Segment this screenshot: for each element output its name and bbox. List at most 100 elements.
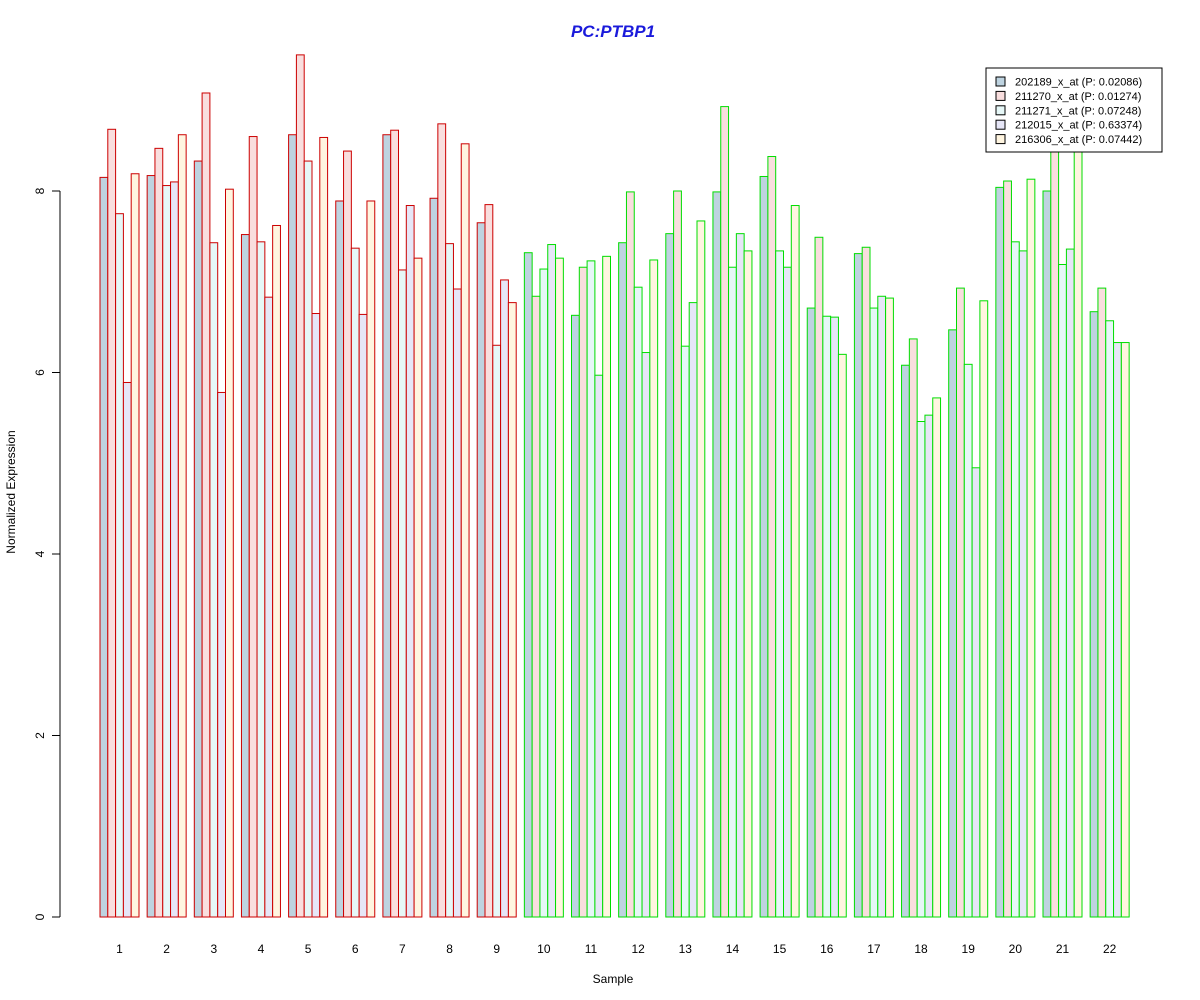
bar <box>288 134 297 918</box>
x-tick-label: 12 <box>631 942 645 956</box>
bar <box>665 233 675 918</box>
legend-label: 211271_x_at (P: 0.07248) <box>1015 105 1141 117</box>
x-tick-label: 15 <box>773 942 787 956</box>
bar <box>924 414 934 918</box>
bar <box>405 205 415 918</box>
y-tick-label: 0 <box>33 913 47 920</box>
bar <box>146 175 156 918</box>
bar <box>743 250 753 918</box>
x-tick-label: 6 <box>352 942 359 956</box>
bar <box>295 54 305 918</box>
bar <box>335 200 345 918</box>
bar <box>500 279 509 918</box>
bar <box>107 128 117 918</box>
bar <box>539 268 549 918</box>
bar <box>99 176 109 918</box>
bar <box>618 242 627 918</box>
bar <box>853 253 863 918</box>
x-tick-label: 3 <box>210 942 217 956</box>
bar <box>177 134 187 918</box>
bar <box>272 224 281 918</box>
bar <box>806 307 816 918</box>
bar <box>398 269 407 918</box>
legend-swatch <box>995 134 1006 145</box>
bar <box>956 287 965 918</box>
y-tick-label: 2 <box>33 732 47 739</box>
bar <box>122 381 132 918</box>
bar <box>932 397 942 918</box>
x-tick-label: 8 <box>446 942 453 956</box>
bar <box>877 295 887 918</box>
x-tick-label: 21 <box>1056 942 1070 956</box>
x-tick-label: 7 <box>399 942 406 956</box>
bar <box>311 313 321 918</box>
x-tick-label: 19 <box>962 942 976 956</box>
bar <box>452 288 462 918</box>
bar <box>759 175 769 918</box>
bar <box>1120 342 1130 918</box>
legend-swatch <box>995 76 1006 87</box>
y-axis: 0 2 4 6 8 <box>33 187 61 920</box>
bar <box>869 307 879 918</box>
bar <box>523 252 533 918</box>
bar <box>1089 311 1099 918</box>
legend-label: 216306_x_at (P: 0.07442) <box>1015 134 1142 146</box>
bar <box>162 185 172 918</box>
bar <box>154 147 164 918</box>
bar <box>673 190 682 918</box>
y-tick-label: 4 <box>33 550 47 557</box>
bar <box>633 286 643 918</box>
bar <box>382 134 392 918</box>
bar <box>649 259 659 918</box>
bar <box>507 302 517 918</box>
y-tick-label: 8 <box>33 187 47 194</box>
bar <box>602 255 612 918</box>
bar <box>1010 241 1020 918</box>
bar <box>209 242 219 918</box>
legend-swatch <box>995 119 1006 130</box>
bar <box>963 363 973 918</box>
bars <box>99 54 1130 918</box>
bar <box>720 106 730 918</box>
bar <box>814 236 824 918</box>
bar <box>1097 287 1107 918</box>
bar <box>264 296 274 918</box>
bar <box>1065 248 1075 918</box>
bar <box>217 391 226 918</box>
bar <box>437 123 447 918</box>
x-tick-label: 14 <box>726 942 740 956</box>
bar <box>1042 190 1052 918</box>
legend-swatch <box>995 105 1006 116</box>
bar <box>688 302 698 918</box>
x-tick-label: 22 <box>1103 942 1117 956</box>
bar <box>130 173 140 918</box>
bar <box>901 364 910 918</box>
bar <box>350 247 360 918</box>
bar <box>1050 145 1060 918</box>
x-tick-label: 5 <box>305 942 312 956</box>
bar <box>594 374 604 918</box>
bar <box>1105 320 1115 918</box>
bar <box>735 233 745 918</box>
bar <box>303 160 313 918</box>
bar <box>1073 145 1083 918</box>
bar <box>492 344 502 918</box>
y-axis-label: Normalized Expression <box>4 430 18 553</box>
bar <box>641 352 651 918</box>
bar <box>885 297 894 918</box>
bar <box>115 213 124 918</box>
bar <box>948 329 958 918</box>
bar <box>531 295 541 918</box>
y-tick-label: 6 <box>33 369 47 376</box>
x-tick-label: 18 <box>914 942 928 956</box>
bar <box>248 136 258 918</box>
legend-label: 212015_x_at (P: 0.63374) <box>1015 120 1142 132</box>
bar <box>170 181 179 918</box>
bar <box>728 266 737 918</box>
bar <box>429 197 439 918</box>
bar <box>586 260 596 918</box>
x-tick-labels: 1 2 3 4 5 6 7 8 9 10 11 12 13 14 15 16 17 18 19 20 21 22 <box>116 942 1116 956</box>
x-axis-label: Sample <box>593 972 634 986</box>
bar <box>555 257 564 918</box>
